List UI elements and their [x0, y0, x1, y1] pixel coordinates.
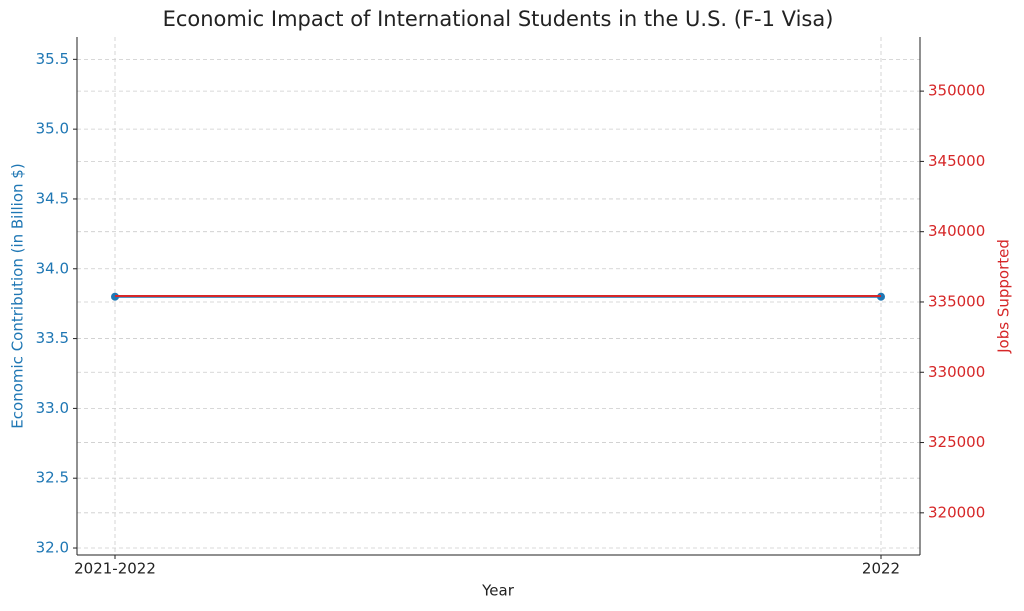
- x-tick-label: 2022: [862, 560, 900, 578]
- y-tick-label: 32.5: [36, 469, 69, 487]
- y-tick-label: 34.0: [36, 259, 69, 277]
- chart-title: Economic Impact of International Student…: [163, 7, 834, 31]
- y-tick-label: 32.0: [36, 539, 69, 557]
- y2-tick-label: 325000: [928, 433, 985, 451]
- x-axis-label: Year: [481, 582, 515, 600]
- y2-tick-label: 330000: [928, 363, 985, 381]
- y2-axis-label: Jobs Supported: [995, 239, 1013, 354]
- y2-tick-label: 320000: [928, 503, 985, 521]
- y2-tick-label: 345000: [928, 152, 985, 170]
- y-tick-label: 35.5: [36, 50, 69, 68]
- y-tick-label: 33.0: [36, 399, 69, 417]
- y-axis-label: Economic Contribution (in Billion $): [9, 163, 27, 428]
- y-tick-label: 35.0: [36, 120, 69, 138]
- y2-tick-label: 350000: [928, 82, 985, 100]
- x-tick-label: 2021-2022: [74, 560, 156, 578]
- y-tick-label: 34.5: [36, 189, 69, 207]
- y2-tick-label: 335000: [928, 292, 985, 310]
- y-tick-label: 33.5: [36, 329, 69, 347]
- y2-tick-label: 340000: [928, 222, 985, 240]
